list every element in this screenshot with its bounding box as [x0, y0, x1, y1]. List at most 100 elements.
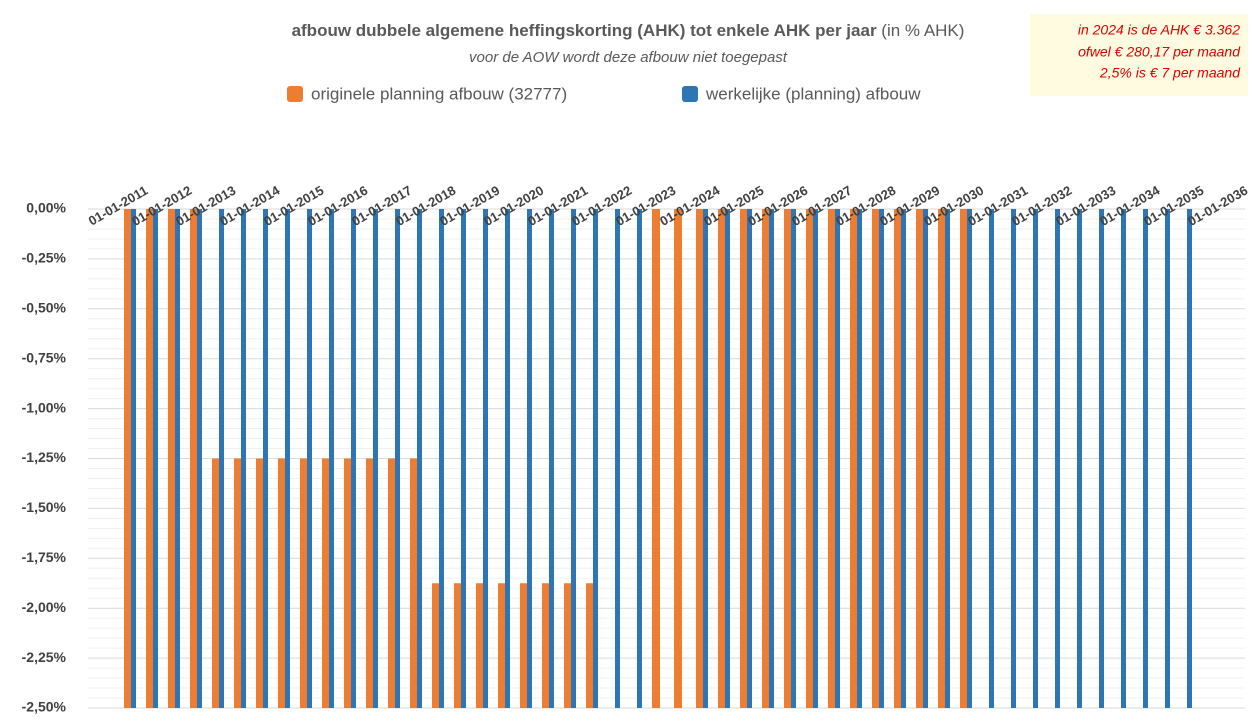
bar [278, 458, 286, 708]
bar [146, 209, 154, 708]
bar [674, 209, 682, 708]
bar [542, 583, 550, 708]
bar [806, 209, 814, 708]
bar [461, 209, 466, 708]
bar [1165, 209, 1170, 708]
bar [410, 458, 418, 708]
bar [322, 458, 330, 708]
bar [366, 458, 374, 708]
bar [498, 583, 506, 708]
bar [960, 209, 968, 708]
bar [432, 583, 440, 708]
bar [373, 209, 378, 708]
bar [872, 209, 880, 708]
y-tick-label: -1,25% [22, 449, 67, 465]
legend-swatch [682, 86, 698, 102]
bar [476, 583, 484, 708]
bar [1143, 209, 1148, 708]
y-tick-label: -0,50% [22, 300, 67, 316]
bar [857, 209, 862, 708]
bar [762, 209, 770, 708]
bar [1187, 209, 1192, 708]
bar [894, 209, 902, 708]
bar [1077, 209, 1082, 708]
bar [454, 583, 462, 708]
bar [747, 209, 752, 708]
bar [828, 209, 836, 708]
bar [850, 209, 858, 708]
legend-label: werkelijke (planning) afbouw [705, 84, 921, 103]
bar [124, 209, 132, 708]
bar [344, 458, 352, 708]
bar [945, 209, 950, 708]
y-tick-label: -1,50% [22, 499, 67, 515]
bar [307, 209, 312, 708]
bar [901, 209, 906, 708]
legend-label: originele planning afbouw (32777) [311, 84, 567, 103]
bar [718, 209, 726, 708]
bar [505, 209, 510, 708]
y-tick-label: -1,00% [22, 399, 67, 415]
bar [1011, 209, 1016, 708]
bar [549, 209, 554, 708]
bar [696, 209, 704, 708]
y-tick-label: -2,25% [22, 649, 67, 665]
bar [329, 209, 334, 708]
bar [835, 209, 840, 708]
bar [190, 209, 198, 708]
bar [439, 209, 444, 708]
bar [1055, 209, 1060, 708]
annotation-box [1030, 14, 1248, 96]
chart-subtitle: voor de AOW wordt deze afbouw niet toege… [469, 49, 788, 66]
title-suffix: (in % AHK) [881, 21, 964, 40]
bar [938, 209, 946, 708]
bar [813, 209, 818, 708]
bar [131, 209, 136, 708]
bar [725, 209, 730, 708]
bar [571, 209, 576, 708]
bar [241, 209, 246, 708]
bar [615, 209, 620, 708]
chart-title: afbouw dubbele algemene heffingskorting … [292, 21, 965, 40]
bar [212, 458, 220, 708]
bar [395, 209, 400, 708]
title-main: afbouw dubbele algemene heffingskorting … [292, 21, 877, 40]
y-tick-label: -2,00% [22, 599, 67, 615]
bar [564, 583, 572, 708]
y-tick-label: -2,50% [22, 699, 67, 715]
y-tick-label: -1,75% [22, 549, 67, 565]
bar [989, 209, 994, 708]
bar [916, 209, 924, 708]
bar [740, 209, 748, 708]
y-tick-label: -0,25% [22, 250, 67, 266]
bar [256, 458, 264, 708]
bar [967, 209, 972, 708]
bar [417, 209, 422, 708]
bar [1121, 209, 1126, 708]
bar [923, 209, 928, 708]
bar [219, 209, 224, 708]
bar [769, 209, 774, 708]
bar [879, 209, 884, 708]
y-tick-label: 0,00% [26, 200, 66, 216]
bar [791, 209, 796, 708]
bar [351, 209, 356, 708]
bar [483, 209, 488, 708]
bar [388, 458, 396, 708]
annotation: in 2024 is de AHK € 3.362 [1078, 22, 1240, 38]
bar [520, 583, 528, 708]
bar [234, 458, 242, 708]
bar [285, 209, 290, 708]
bar [168, 209, 176, 708]
bar [153, 209, 158, 708]
bar [784, 209, 792, 708]
bar [593, 209, 598, 708]
bar [300, 458, 308, 708]
bar [527, 209, 532, 708]
annotation: ofwel € 280,17 per maand [1078, 44, 1241, 60]
bar [175, 209, 180, 708]
bar [652, 209, 660, 708]
y-tick-label: -0,75% [22, 349, 67, 365]
annotation: 2,5% is € 7 per maand [1099, 65, 1241, 81]
